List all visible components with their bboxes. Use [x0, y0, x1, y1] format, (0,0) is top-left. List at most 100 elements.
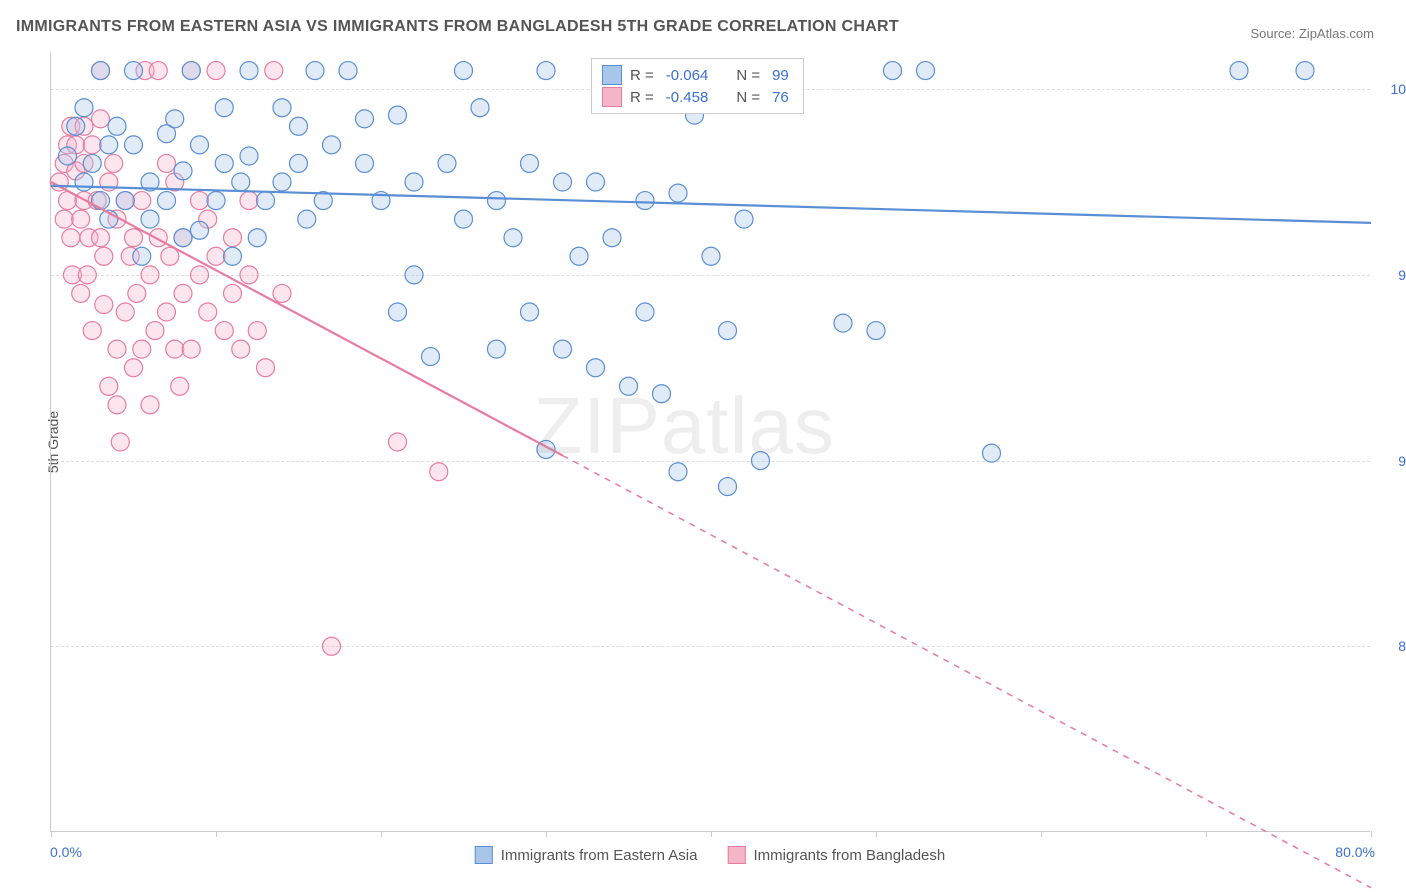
scatter-point — [603, 229, 621, 247]
scatter-point — [735, 210, 753, 228]
scatter-point — [133, 192, 151, 210]
scatter-point — [389, 106, 407, 124]
scatter-point — [587, 359, 605, 377]
scatter-point — [488, 192, 506, 210]
scatter-point — [224, 284, 242, 302]
n-label-b: N = — [736, 89, 760, 106]
scatter-point — [752, 452, 770, 470]
y-tick-label: 100.0% — [1391, 81, 1406, 97]
source-name: ZipAtlas.com — [1299, 26, 1374, 41]
scatter-point — [570, 247, 588, 265]
y-tick-label: 95.0% — [1398, 267, 1406, 283]
scatter-point — [83, 322, 101, 340]
source-attribution: Source: ZipAtlas.com — [1250, 26, 1374, 41]
chart-container: 5th Grade 85.0%90.0%95.0%100.0% ZIPatlas… — [50, 52, 1370, 832]
legend-swatch-bottom-b — [727, 846, 745, 864]
scatter-point — [339, 62, 357, 80]
scatter-point — [171, 377, 189, 395]
scatter-point — [149, 62, 167, 80]
scatter-point — [554, 173, 572, 191]
correlation-legend: R = -0.064 N = 99 R = -0.458 N = 76 — [591, 58, 804, 114]
scatter-point — [257, 359, 275, 377]
scatter-point — [83, 154, 101, 172]
scatter-point — [867, 322, 885, 340]
n-label-a: N = — [736, 67, 760, 84]
scatter-point — [92, 192, 110, 210]
legend-swatch-bottom-a — [475, 846, 493, 864]
scatter-point — [92, 110, 110, 128]
scatter-point — [521, 154, 539, 172]
scatter-point — [240, 266, 258, 284]
scatter-point — [95, 296, 113, 314]
scatter-point — [422, 348, 440, 366]
scatter-point — [158, 192, 176, 210]
scatter-point — [504, 229, 522, 247]
scatter-point — [273, 99, 291, 117]
scatter-point — [146, 322, 164, 340]
scatter-point — [389, 303, 407, 321]
scatter-point — [587, 173, 605, 191]
scatter-point — [215, 322, 233, 340]
legend-swatch-a — [602, 65, 622, 85]
x-tick — [1371, 831, 1372, 837]
scatter-point — [67, 117, 85, 135]
scatter-point — [207, 192, 225, 210]
scatter-point — [125, 229, 143, 247]
scatter-point — [78, 266, 96, 284]
scatter-point — [620, 377, 638, 395]
scatter-point — [356, 154, 374, 172]
scatter-point — [356, 110, 374, 128]
scatter-point — [149, 229, 167, 247]
scatter-point — [669, 184, 687, 202]
n-value-a: 99 — [772, 67, 789, 84]
scatter-point — [719, 478, 737, 496]
scatter-point — [75, 99, 93, 117]
plot-area: 85.0%90.0%95.0%100.0% ZIPatlas R = -0.06… — [50, 52, 1370, 832]
scatter-point — [834, 314, 852, 332]
scatter-point — [83, 136, 101, 154]
scatter-point — [323, 637, 341, 655]
scatter-point — [111, 433, 129, 451]
scatter-point — [273, 284, 291, 302]
x-axis-min-label: 0.0% — [50, 844, 82, 860]
n-value-b: 76 — [772, 89, 789, 106]
scatter-point — [158, 303, 176, 321]
scatter-point — [182, 62, 200, 80]
scatter-point — [133, 247, 151, 265]
scatter-point — [108, 117, 126, 135]
r-label-b: R = — [630, 89, 654, 106]
scatter-point — [62, 229, 80, 247]
scatter-point — [1230, 62, 1248, 80]
scatter-point — [389, 433, 407, 451]
scatter-point — [141, 396, 159, 414]
scatter-point — [125, 136, 143, 154]
scatter-point — [224, 229, 242, 247]
scatter-point — [128, 284, 146, 302]
scatter-point — [116, 303, 134, 321]
source-prefix: Source: — [1250, 26, 1298, 41]
scatter-point — [290, 117, 308, 135]
scatter-point — [240, 62, 258, 80]
y-tick-label: 85.0% — [1398, 638, 1406, 654]
legend-item-series-b: Immigrants from Bangladesh — [727, 846, 945, 864]
scatter-point — [75, 173, 93, 191]
scatter-point — [471, 99, 489, 117]
x-axis-max-label: 80.0% — [1335, 844, 1375, 860]
scatter-point — [430, 463, 448, 481]
y-tick-label: 90.0% — [1398, 453, 1406, 469]
scatter-point — [405, 173, 423, 191]
scatter-point — [207, 247, 225, 265]
scatter-point — [983, 444, 1001, 462]
scatter-point — [323, 136, 341, 154]
scatter-point — [174, 162, 192, 180]
scatter-point — [182, 340, 200, 358]
scatter-point — [702, 247, 720, 265]
scatter-point — [273, 173, 291, 191]
scatter-svg — [51, 52, 1371, 832]
scatter-point — [215, 99, 233, 117]
scatter-point — [232, 173, 250, 191]
scatter-point — [884, 62, 902, 80]
legend-swatch-b — [602, 87, 622, 107]
scatter-point — [653, 385, 671, 403]
scatter-point — [141, 210, 159, 228]
